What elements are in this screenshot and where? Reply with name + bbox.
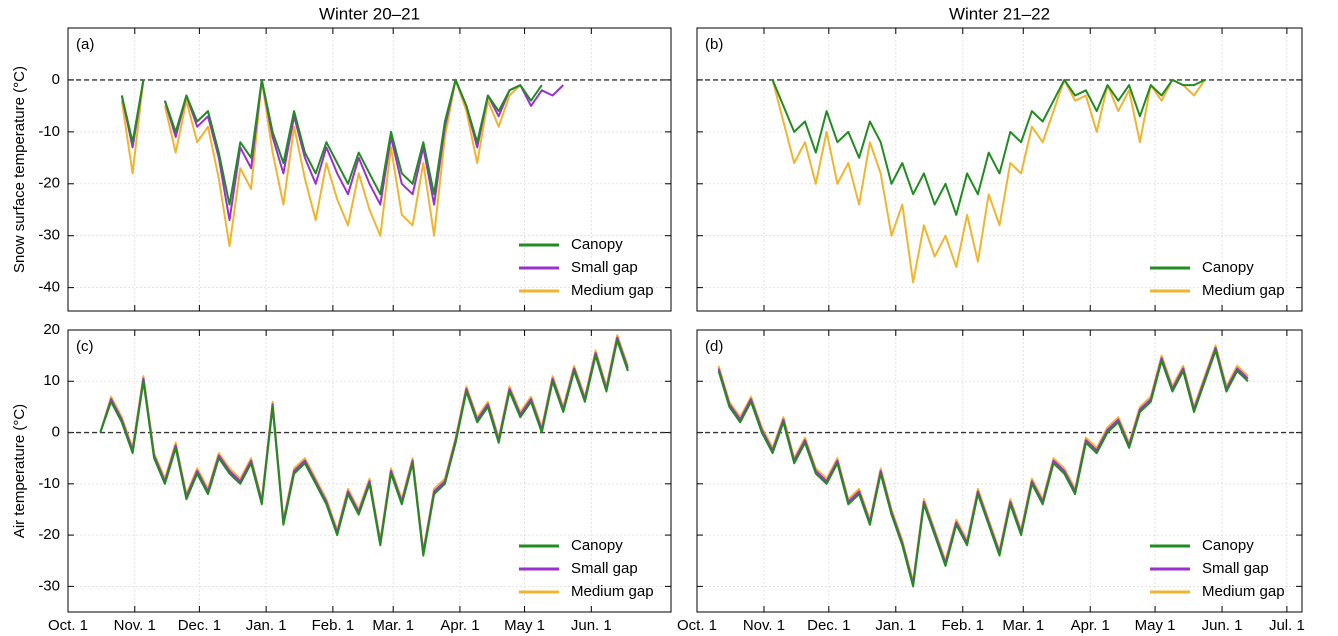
y-tick-label: 0 <box>52 424 60 441</box>
x-tick-label: Apr. 1 <box>1071 617 1110 634</box>
x-tick-label: Dec. 1 <box>178 617 221 634</box>
series-group <box>717 344 1249 588</box>
panel-label: (d) <box>705 338 723 355</box>
x-tick-label: May 1 <box>1135 617 1176 634</box>
series-line <box>717 349 1249 588</box>
x-tick-label: Oct. 1 <box>677 617 717 634</box>
x-tick-label: Feb. 1 <box>312 617 355 634</box>
x-tick-label: Apr. 1 <box>440 617 479 634</box>
y-tick-label: -10 <box>38 475 60 492</box>
x-tick-label: Jun. 1 <box>1202 617 1243 634</box>
legend-label: Medium gap <box>1202 583 1285 600</box>
series-line <box>99 336 629 554</box>
series-line <box>771 78 1206 284</box>
series-group <box>120 78 564 248</box>
series-line <box>771 78 1206 216</box>
y-tick-label: -20 <box>38 175 60 192</box>
legend-label: Medium gap <box>1202 282 1285 299</box>
x-tick-label: Mar. 1 <box>372 617 414 634</box>
panel: Oct. 1 Nov. 1 Dec. 1 Jan. 1 Feb. 1 Mar. 1 Apr.… <box>11 321 672 634</box>
panel: -40 -30 -20 -10 0 Winter 20–21 Snow surface te… <box>11 4 672 312</box>
panel: Oct. 1 Nov. 1 Dec. 1 Jan. 1 Feb. 1 Mar. 1 Apr.… <box>677 329 1305 634</box>
x-tick-label: Feb. 1 <box>942 617 985 634</box>
x-tick-label: May 1 <box>504 617 545 634</box>
y-tick-label: -30 <box>38 577 60 594</box>
legend-label: Small gap <box>571 259 638 276</box>
y-tick-label: 0 <box>52 71 60 88</box>
series-line <box>99 339 629 557</box>
y-tick-label: 10 <box>43 372 60 389</box>
panel-label: (a) <box>76 36 94 53</box>
series-group <box>99 334 629 557</box>
panel-title: Winter 20–21 <box>319 4 420 23</box>
panel-label: (c) <box>76 338 94 355</box>
x-tick-label: Jan. 1 <box>875 617 916 634</box>
plot-frame <box>696 329 1303 613</box>
y-axis-label: Air temperature (°C) <box>11 404 28 538</box>
series-group <box>771 78 1206 284</box>
x-tick-label: Jun. 1 <box>571 617 612 634</box>
plot-frame <box>696 27 1303 312</box>
y-tick-label: -20 <box>38 526 60 543</box>
plot-frame <box>67 329 672 613</box>
y-tick-label: -30 <box>38 227 60 244</box>
legend-label: Canopy <box>1202 259 1254 276</box>
y-tick-label: -10 <box>38 123 60 140</box>
x-tick-label: Dec. 1 <box>807 617 850 634</box>
panel-title: Winter 21–22 <box>949 4 1050 23</box>
legend-label: Small gap <box>1202 560 1269 577</box>
legend-label: Small gap <box>571 560 638 577</box>
series-line <box>120 78 543 206</box>
y-tick-label: 20 <box>43 321 60 338</box>
x-tick-label: Jul. 1 <box>1269 617 1305 634</box>
y-axis-label: Snow surface temperature (°C) <box>11 66 28 273</box>
x-tick-label: Nov. 1 <box>743 617 785 634</box>
panel-label: (b) <box>705 36 723 53</box>
x-tick-label: Mar. 1 <box>1002 617 1044 634</box>
panel: Winter 21–22 (b) Canopy Medium gap <box>696 4 1303 312</box>
legend-label: Medium gap <box>571 583 654 600</box>
x-tick-label: Jan. 1 <box>246 617 287 634</box>
series-line <box>99 334 629 552</box>
x-tick-label: Oct. 1 <box>48 617 88 634</box>
legend-label: Canopy <box>571 236 623 253</box>
legend-label: Canopy <box>571 537 623 554</box>
plot-frame <box>67 27 672 312</box>
legend-label: Medium gap <box>571 282 654 299</box>
y-tick-label: -40 <box>38 279 60 296</box>
x-tick-label: Nov. 1 <box>114 617 156 634</box>
legend-label: Canopy <box>1202 537 1254 554</box>
